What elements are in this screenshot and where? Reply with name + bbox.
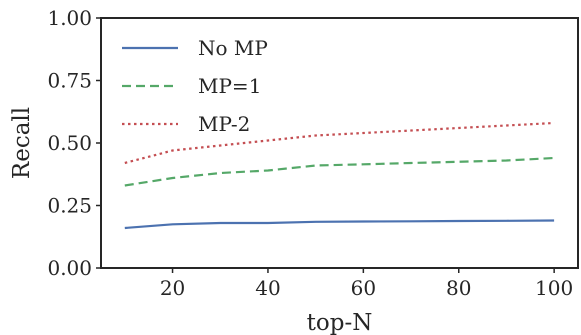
y-tick-label: 0.75 — [47, 69, 92, 93]
series-line-no-mp — [124, 219, 555, 230]
legend-label: MP=1 — [198, 74, 261, 98]
y-tick-label: 0.00 — [47, 256, 92, 280]
legend: No MP MP=1 MP-2 — [122, 36, 268, 136]
axis-ticks: 20 40 60 80 100 0.00 0.25 0.50 0.75 1.00 — [47, 6, 573, 300]
y-axis-label: Recall — [9, 107, 35, 179]
x-tick-label: 60 — [351, 276, 376, 300]
x-tick-label: 100 — [535, 276, 573, 300]
x-axis-label: top-N — [307, 310, 373, 335]
series-line-mp-1 — [124, 156, 555, 187]
plot-area — [124, 121, 555, 230]
x-tick-label: 80 — [446, 276, 471, 300]
plot-frame — [100, 17, 579, 269]
series-line-mp-2 — [124, 121, 555, 165]
y-tick-label: 1.00 — [47, 6, 92, 30]
y-tick-label: 0.25 — [47, 194, 92, 218]
legend-label: MP-2 — [198, 112, 250, 136]
x-tick-label: 40 — [255, 276, 280, 300]
y-tick-label: 0.50 — [47, 131, 92, 155]
legend-label: No MP — [198, 36, 268, 60]
x-tick-label: 20 — [160, 276, 185, 300]
